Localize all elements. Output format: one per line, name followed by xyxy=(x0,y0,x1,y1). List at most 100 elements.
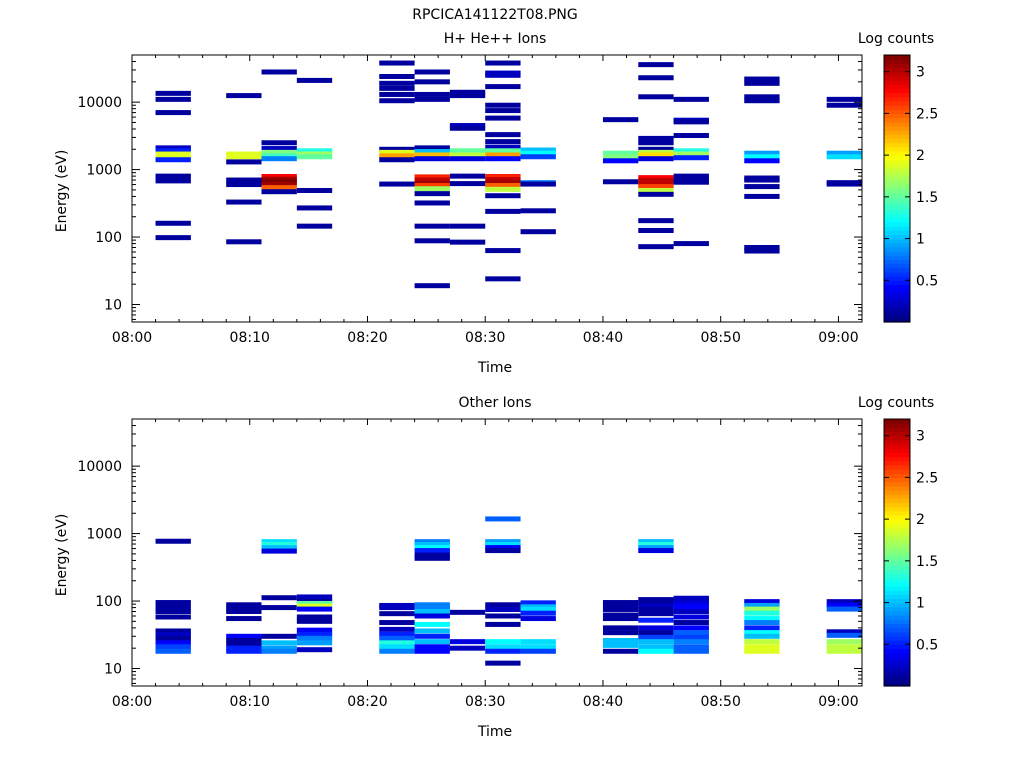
heatmap-cell xyxy=(744,184,780,190)
heatmap-cell xyxy=(520,606,556,612)
heatmap-cell xyxy=(414,633,450,639)
heatmap-cell xyxy=(226,608,262,614)
colorbar-frame xyxy=(883,54,911,323)
colorbar-step xyxy=(884,640,910,645)
colorbar-step xyxy=(884,263,910,269)
x-tick-label: 09:00 xyxy=(818,694,858,710)
colorbar-tick-label: 0.5 xyxy=(916,637,938,653)
heatmap-cell xyxy=(485,173,521,179)
colorbar-step xyxy=(884,623,910,629)
colorbar-step xyxy=(884,288,910,294)
heatmap-cell xyxy=(261,539,297,545)
heatmap-cell xyxy=(744,602,780,608)
heatmap-cell xyxy=(638,644,674,650)
heatmap-cell xyxy=(485,660,521,666)
colorbar-step xyxy=(884,419,910,424)
heatmap-cell xyxy=(379,60,415,66)
heatmap-cell xyxy=(226,616,262,622)
heatmap-cell xyxy=(602,637,639,643)
heatmap-cell xyxy=(379,91,415,97)
heatmap-cell xyxy=(261,605,297,611)
heatmap-cell xyxy=(414,145,450,151)
heatmap-cell xyxy=(296,640,333,646)
heatmap-cell xyxy=(826,102,862,108)
heatmap-cell xyxy=(155,600,191,606)
colorbar-step xyxy=(884,673,910,679)
heatmap-cell xyxy=(379,611,415,617)
heatmap-cell xyxy=(414,644,450,650)
colorbar-step xyxy=(884,184,910,190)
colorbar-step xyxy=(884,130,910,135)
heatmap-cell xyxy=(485,644,521,650)
heatmap-cell xyxy=(155,148,191,154)
colorbar-step xyxy=(884,84,910,89)
heatmap-cell xyxy=(485,144,521,150)
heatmap-cell xyxy=(673,608,709,614)
colorbar-step xyxy=(884,167,910,173)
colorbar-step xyxy=(884,171,910,177)
colorbar-step xyxy=(884,313,910,319)
colorbar-step xyxy=(884,251,910,256)
colorbar-step xyxy=(884,489,910,495)
heatmap-cell xyxy=(744,193,780,199)
heatmap-cell xyxy=(296,223,333,229)
heatmap-cell xyxy=(155,173,191,179)
heatmap-cell xyxy=(449,89,486,95)
heatmap-cell xyxy=(449,609,486,615)
heatmap-cell xyxy=(226,605,262,611)
heatmap-cell xyxy=(638,606,674,612)
heatmap-cell xyxy=(155,96,191,102)
heatmap-cell xyxy=(261,648,297,654)
heatmap-cell xyxy=(485,183,521,189)
colorbar-step xyxy=(884,481,910,487)
colorbar-tick-label: 1 xyxy=(916,596,925,612)
heatmap-cell xyxy=(485,639,521,645)
colorbar-step xyxy=(884,435,910,441)
panel-h-he-ions: H+ He++ Ions Log counts Time Energy (eV)… xyxy=(54,31,938,376)
heatmap-cell xyxy=(673,96,709,102)
heatmap-cell xyxy=(261,149,297,155)
heatmap-cell xyxy=(638,62,674,68)
colorbar-step xyxy=(884,71,910,77)
heatmap-cell xyxy=(673,614,709,620)
colorbar-step xyxy=(884,544,910,549)
heatmap-cell xyxy=(155,90,191,96)
heatmap-cell xyxy=(673,133,709,139)
heatmap-cell xyxy=(155,157,191,163)
heatmap-cell xyxy=(379,157,415,163)
heatmap-cell xyxy=(414,552,450,558)
colorbar-step xyxy=(884,234,910,240)
heatmap-cell xyxy=(155,644,191,650)
colorbar-step xyxy=(884,67,910,73)
heatmap-cell xyxy=(379,620,415,626)
colorbar-step xyxy=(884,180,910,185)
colorbar-step xyxy=(884,464,910,470)
heatmap-cell xyxy=(638,218,674,224)
heatmap-cell xyxy=(602,158,639,164)
heatmap-cell xyxy=(155,151,191,157)
heatmap-cell xyxy=(261,173,297,179)
colorbar-step xyxy=(884,155,910,160)
heatmap-cell xyxy=(485,539,521,545)
heatmap-cell xyxy=(744,639,780,645)
colorbar-step xyxy=(884,615,910,620)
colorbar-step xyxy=(884,581,910,587)
x-axis-label: Time xyxy=(477,360,512,376)
colorbar-step xyxy=(884,309,910,315)
heatmap-cell xyxy=(520,229,556,235)
heatmap-cell xyxy=(155,614,191,620)
heatmap-cell xyxy=(744,644,780,650)
x-tick-label: 08:30 xyxy=(465,694,505,710)
colorbar-tick-label: 0.5 xyxy=(916,273,938,289)
heatmap-cell xyxy=(744,620,780,626)
heatmap-cell xyxy=(826,639,862,645)
heatmap-cell xyxy=(520,604,556,610)
colorbar-step xyxy=(884,138,910,144)
heatmap-cell xyxy=(155,608,191,614)
heatmap-cell xyxy=(296,594,333,600)
heatmap-cell xyxy=(155,145,191,151)
colorbar-tick-label: 1 xyxy=(916,232,925,248)
heatmap-cell xyxy=(638,184,674,190)
colorbar-tick-label: 1.5 xyxy=(916,190,938,206)
heatmap-cell xyxy=(673,155,709,161)
